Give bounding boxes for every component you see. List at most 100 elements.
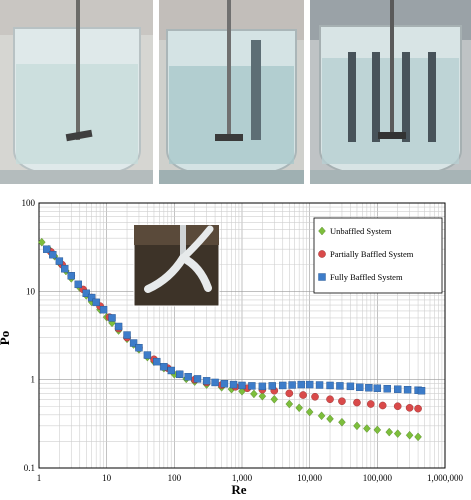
x-tick-label: 100	[168, 473, 182, 483]
fully-baffled-system-point	[229, 380, 238, 389]
partially-baffled-system-point	[405, 404, 414, 412]
axis-ticks: 1 10 100 1,000 10,000 100,000 1,000,0000.11101…	[22, 198, 464, 483]
fully-baffled-system-point	[211, 378, 219, 387]
x-tick-label: 1,000	[232, 473, 253, 483]
x-tick-label: 10,000	[297, 473, 322, 483]
data-points	[38, 237, 426, 442]
partially-baffled-system-point	[326, 395, 334, 404]
fully-baffled-system-point	[160, 363, 168, 371]
x-tick-label: 1	[37, 473, 42, 483]
unbaffled-system-point	[317, 411, 326, 421]
y-tick-label: 0.1	[24, 463, 35, 473]
fully-baffled-system-point	[297, 380, 305, 389]
fully-baffled-system-point	[67, 272, 75, 280]
unbaffled-system-point	[295, 403, 303, 413]
unbaffled-system-point	[373, 425, 382, 435]
fully-baffled-system-point	[55, 257, 64, 265]
fully-baffled-system-point	[143, 351, 152, 359]
unbaffled-system-point	[250, 389, 258, 399]
unbaffled-system-point	[338, 417, 346, 427]
fully-baffled-system-point	[135, 344, 143, 352]
fully-baffled-system-point	[43, 245, 51, 253]
x-tick-label: 100,000	[363, 473, 393, 483]
unbaffled-system-point	[385, 427, 394, 437]
unbaffled-system-legend-label: Unbaffled System	[330, 226, 392, 236]
impeller-blade-left	[144, 254, 187, 293]
fully-baffled-system-point	[346, 382, 355, 391]
fully-baffled-system-point	[417, 387, 426, 395]
legend: Unbaffled System Partially Baffled System…	[313, 217, 443, 294]
partially-baffled-tank-illustration	[159, 0, 304, 184]
partially-baffled-system-point	[353, 398, 361, 407]
fully-baffled-system-point	[153, 357, 161, 366]
unbaffled-system-point	[405, 430, 414, 440]
fully-baffled-system-point	[129, 339, 138, 347]
power-number-chart: 1 10 100 1,000 10,000 100,000 1,000,0000.11101…	[0, 198, 464, 497]
fully-baffled-system-point	[193, 375, 202, 383]
fully-baffled-system-point	[74, 280, 82, 289]
partially-baffled-system-point	[366, 400, 375, 408]
partially-baffled-system-point	[378, 401, 387, 410]
fully-baffled-system-point	[336, 382, 344, 390]
photo-strip	[0, 0, 471, 184]
unbaffled-system-legend-marker	[318, 226, 326, 236]
fully-baffled-system-point	[61, 265, 69, 273]
fully-baffled-system-point	[373, 384, 382, 392]
fully-baffled-system-point	[82, 289, 90, 298]
fully-baffled-system-point	[383, 385, 391, 393]
fully-baffled-system-point	[258, 382, 267, 391]
fully-baffled-system-point	[248, 382, 256, 390]
fully-baffled-system-point	[92, 298, 100, 307]
unbaffled-system-point	[270, 394, 279, 404]
unbaffled-tank-photo	[0, 0, 153, 184]
x-axis-label: Re	[231, 482, 246, 497]
fully-baffled-tank-photo	[310, 0, 471, 184]
fully-baffled-system-point	[175, 370, 184, 379]
y-tick-label: 1	[31, 375, 36, 385]
partially-baffled-system-point	[414, 404, 422, 413]
unbaffled-system-point	[326, 414, 334, 424]
unbaffled-system-point	[393, 429, 402, 438]
fully-baffled-system-point	[238, 381, 246, 390]
partially-baffled-system-point	[338, 397, 346, 406]
fully-baffled-system-point	[394, 385, 402, 393]
partially-baffled-tank-photo	[159, 0, 304, 184]
x-tick-label: 10	[102, 473, 112, 483]
unbaffled-system-point	[305, 407, 314, 417]
impeller-blade-top	[179, 225, 214, 262]
fully-baffled-system-point	[315, 381, 324, 389]
y-axis-label: Po	[0, 331, 12, 345]
unbaffled-system-point	[414, 432, 422, 442]
fully-baffled-system-point	[279, 381, 287, 390]
fully-baffled-system-point	[220, 380, 229, 388]
fully-baffled-system-point	[123, 331, 131, 339]
y-tick-label: 10	[26, 286, 36, 296]
fully-baffled-system-point	[49, 250, 57, 259]
partially-baffled-system-legend-label: Partially Baffled System	[330, 249, 414, 259]
fully-baffled-system-point	[365, 384, 373, 392]
unbaffled-system-point	[285, 399, 294, 409]
partially-baffled-system-point	[311, 392, 319, 401]
fully-baffled-system-point	[288, 381, 296, 389]
unbaffled-system-point	[363, 424, 371, 433]
fully-baffled-system-point	[99, 305, 108, 314]
partially-baffled-system-point	[299, 391, 307, 399]
fully-baffled-system-point	[167, 366, 175, 375]
fully-baffled-system-point	[268, 382, 276, 390]
fully-baffled-system-point	[108, 314, 116, 322]
unbaffled-system-point	[258, 391, 267, 401]
unbaffled-system-point	[353, 421, 361, 431]
fully-baffled-system-point	[403, 385, 412, 394]
fully-baffled-system-point	[184, 373, 192, 381]
partially-baffled-system-legend-marker	[318, 250, 326, 258]
unbaffled-tank-illustration	[0, 0, 153, 184]
fully-baffled-system-legend-label: Fully Baffled System	[330, 272, 403, 282]
fully-baffled-system-point	[202, 377, 211, 385]
x-tick-label: 1,000,000	[427, 473, 464, 483]
impeller-photo	[133, 224, 220, 307]
plot-frame	[38, 202, 446, 469]
fully-baffled-system-point	[356, 383, 364, 391]
fully-baffled-system-point	[305, 380, 314, 389]
unbaffled-system-point	[38, 237, 46, 247]
fully-baffled-system-point	[326, 381, 334, 390]
